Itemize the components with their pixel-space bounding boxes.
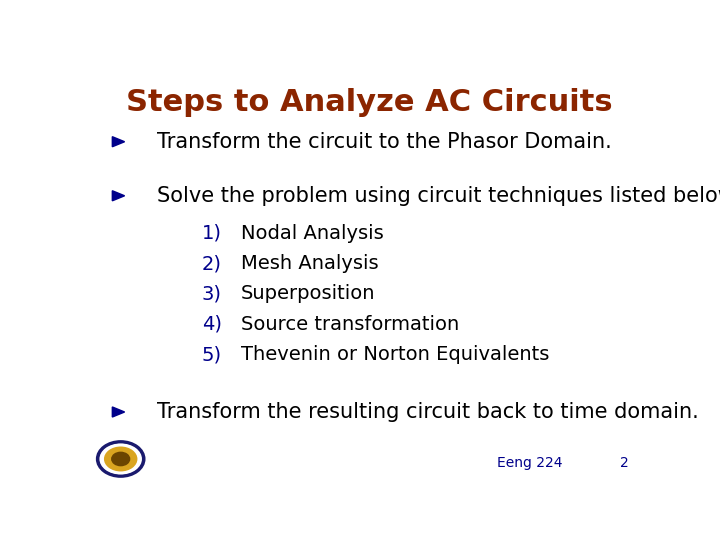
- Circle shape: [112, 453, 130, 465]
- Text: 5): 5): [202, 345, 222, 364]
- Polygon shape: [112, 137, 125, 147]
- Text: Eeng 224: Eeng 224: [498, 456, 563, 470]
- Text: 2: 2: [620, 456, 629, 470]
- Text: Source transformation: Source transformation: [240, 315, 459, 334]
- Text: Transform the circuit to the Phasor Domain.: Transform the circuit to the Phasor Doma…: [157, 132, 612, 152]
- Polygon shape: [112, 191, 125, 201]
- Text: 2): 2): [202, 254, 222, 273]
- Text: 4): 4): [202, 315, 222, 334]
- Circle shape: [104, 447, 138, 471]
- Text: Superposition: Superposition: [240, 285, 375, 303]
- Text: Transform the resulting circuit back to time domain.: Transform the resulting circuit back to …: [157, 402, 698, 422]
- Text: 3): 3): [202, 285, 222, 303]
- Text: Mesh Analysis: Mesh Analysis: [240, 254, 378, 273]
- Text: Solve the problem using circuit techniques listed below: Solve the problem using circuit techniqu…: [157, 186, 720, 206]
- Text: 1): 1): [202, 224, 222, 242]
- Polygon shape: [112, 407, 125, 417]
- Text: Thevenin or Norton Equivalents: Thevenin or Norton Equivalents: [240, 345, 549, 364]
- Text: Nodal Analysis: Nodal Analysis: [240, 224, 384, 242]
- Text: Steps to Analyze AC Circuits: Steps to Analyze AC Circuits: [126, 87, 612, 117]
